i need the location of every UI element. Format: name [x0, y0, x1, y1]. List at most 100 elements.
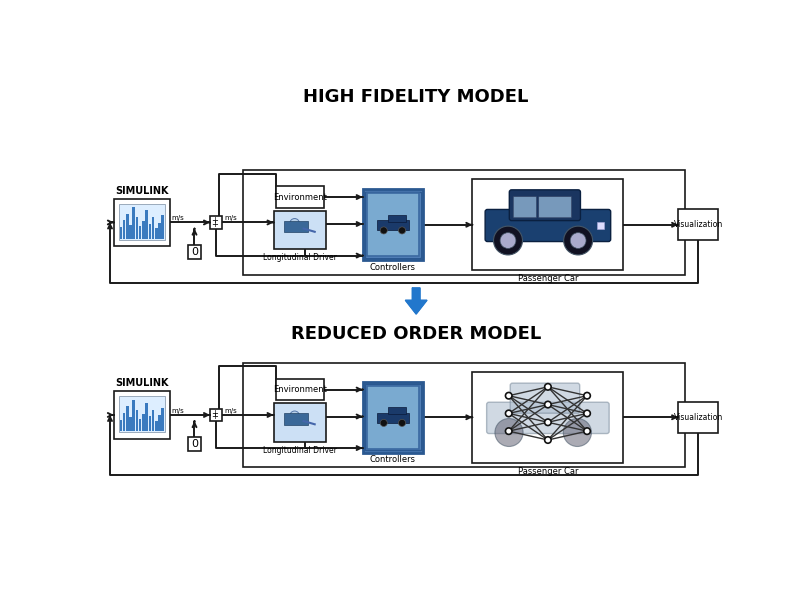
- Text: 0: 0: [191, 439, 198, 449]
- Text: m/s: m/s: [171, 407, 184, 414]
- Bar: [677, 402, 718, 432]
- Bar: [142, 414, 144, 431]
- Text: +: +: [211, 412, 218, 421]
- Bar: [210, 216, 222, 228]
- Circle shape: [583, 392, 590, 399]
- Bar: [363, 189, 423, 260]
- Bar: [135, 217, 138, 239]
- Text: m/s: m/s: [224, 407, 237, 414]
- Bar: [145, 403, 148, 431]
- Bar: [276, 186, 324, 208]
- Text: Controllers: Controllers: [370, 262, 415, 272]
- Bar: [273, 403, 326, 442]
- Bar: [114, 199, 169, 246]
- Circle shape: [290, 219, 299, 228]
- Circle shape: [380, 227, 387, 234]
- Text: SIMULINK: SIMULINK: [115, 186, 169, 195]
- Text: +: +: [211, 216, 218, 225]
- Bar: [365, 192, 420, 258]
- Bar: [118, 204, 165, 239]
- Circle shape: [563, 418, 590, 446]
- Text: SIMULINK: SIMULINK: [115, 378, 169, 388]
- Bar: [363, 382, 423, 452]
- Bar: [388, 407, 406, 414]
- Bar: [139, 226, 141, 239]
- Bar: [161, 408, 164, 431]
- Text: m/s: m/s: [224, 215, 237, 221]
- Circle shape: [504, 410, 512, 417]
- Text: +: +: [211, 220, 218, 229]
- Bar: [158, 223, 161, 239]
- Text: Longitudinal Driver: Longitudinal Driver: [263, 446, 337, 455]
- Bar: [597, 222, 603, 230]
- Circle shape: [380, 420, 387, 426]
- Circle shape: [563, 226, 592, 255]
- Bar: [118, 396, 165, 432]
- Bar: [142, 222, 144, 239]
- Circle shape: [398, 420, 406, 426]
- Circle shape: [398, 227, 406, 234]
- Bar: [119, 420, 122, 431]
- FancyBboxPatch shape: [513, 197, 536, 218]
- Circle shape: [569, 233, 586, 248]
- Bar: [145, 210, 148, 239]
- Bar: [122, 413, 125, 431]
- Text: +: +: [211, 409, 218, 418]
- Text: Visualization: Visualization: [673, 220, 722, 229]
- Circle shape: [493, 226, 521, 255]
- FancyBboxPatch shape: [538, 197, 571, 218]
- Circle shape: [544, 401, 551, 408]
- Text: Visualization: Visualization: [673, 413, 722, 422]
- Text: 0: 0: [191, 247, 198, 257]
- Circle shape: [504, 392, 512, 399]
- Bar: [677, 209, 718, 240]
- Bar: [366, 193, 418, 256]
- Bar: [161, 216, 164, 239]
- Bar: [122, 220, 125, 239]
- Bar: [129, 417, 131, 431]
- Bar: [472, 372, 623, 463]
- Bar: [126, 406, 128, 431]
- Bar: [276, 379, 324, 400]
- Polygon shape: [405, 288, 427, 314]
- Text: Passenger Car: Passenger Car: [517, 274, 577, 283]
- Bar: [243, 362, 684, 467]
- Text: REDUCED ORDER MODEL: REDUCED ORDER MODEL: [290, 325, 541, 343]
- Bar: [119, 227, 122, 239]
- Circle shape: [504, 428, 512, 434]
- Text: Passenger Car: Passenger Car: [517, 466, 577, 476]
- Bar: [132, 400, 135, 431]
- FancyBboxPatch shape: [486, 402, 608, 434]
- Bar: [365, 384, 420, 451]
- Bar: [152, 217, 154, 239]
- Bar: [129, 225, 131, 239]
- Bar: [152, 409, 154, 431]
- Circle shape: [544, 437, 551, 443]
- Bar: [187, 437, 201, 451]
- Bar: [126, 214, 128, 239]
- Bar: [155, 228, 157, 239]
- Circle shape: [544, 384, 551, 390]
- Bar: [139, 418, 141, 431]
- Bar: [148, 224, 151, 239]
- Circle shape: [290, 411, 299, 420]
- Bar: [243, 170, 684, 275]
- Text: HIGH FIDELITY MODEL: HIGH FIDELITY MODEL: [303, 88, 528, 106]
- Bar: [284, 220, 307, 232]
- Bar: [187, 245, 201, 259]
- Bar: [366, 385, 418, 449]
- Text: Controllers: Controllers: [370, 455, 415, 464]
- Text: Environment: Environment: [272, 192, 327, 202]
- Bar: [148, 416, 151, 431]
- Circle shape: [495, 418, 522, 446]
- FancyBboxPatch shape: [508, 190, 580, 220]
- FancyBboxPatch shape: [509, 383, 579, 413]
- Text: m/s: m/s: [171, 215, 184, 221]
- Text: Environment: Environment: [272, 385, 327, 394]
- Bar: [273, 211, 326, 250]
- Circle shape: [583, 428, 590, 434]
- Bar: [135, 409, 138, 431]
- Circle shape: [583, 410, 590, 417]
- Bar: [376, 220, 409, 230]
- Bar: [155, 421, 157, 431]
